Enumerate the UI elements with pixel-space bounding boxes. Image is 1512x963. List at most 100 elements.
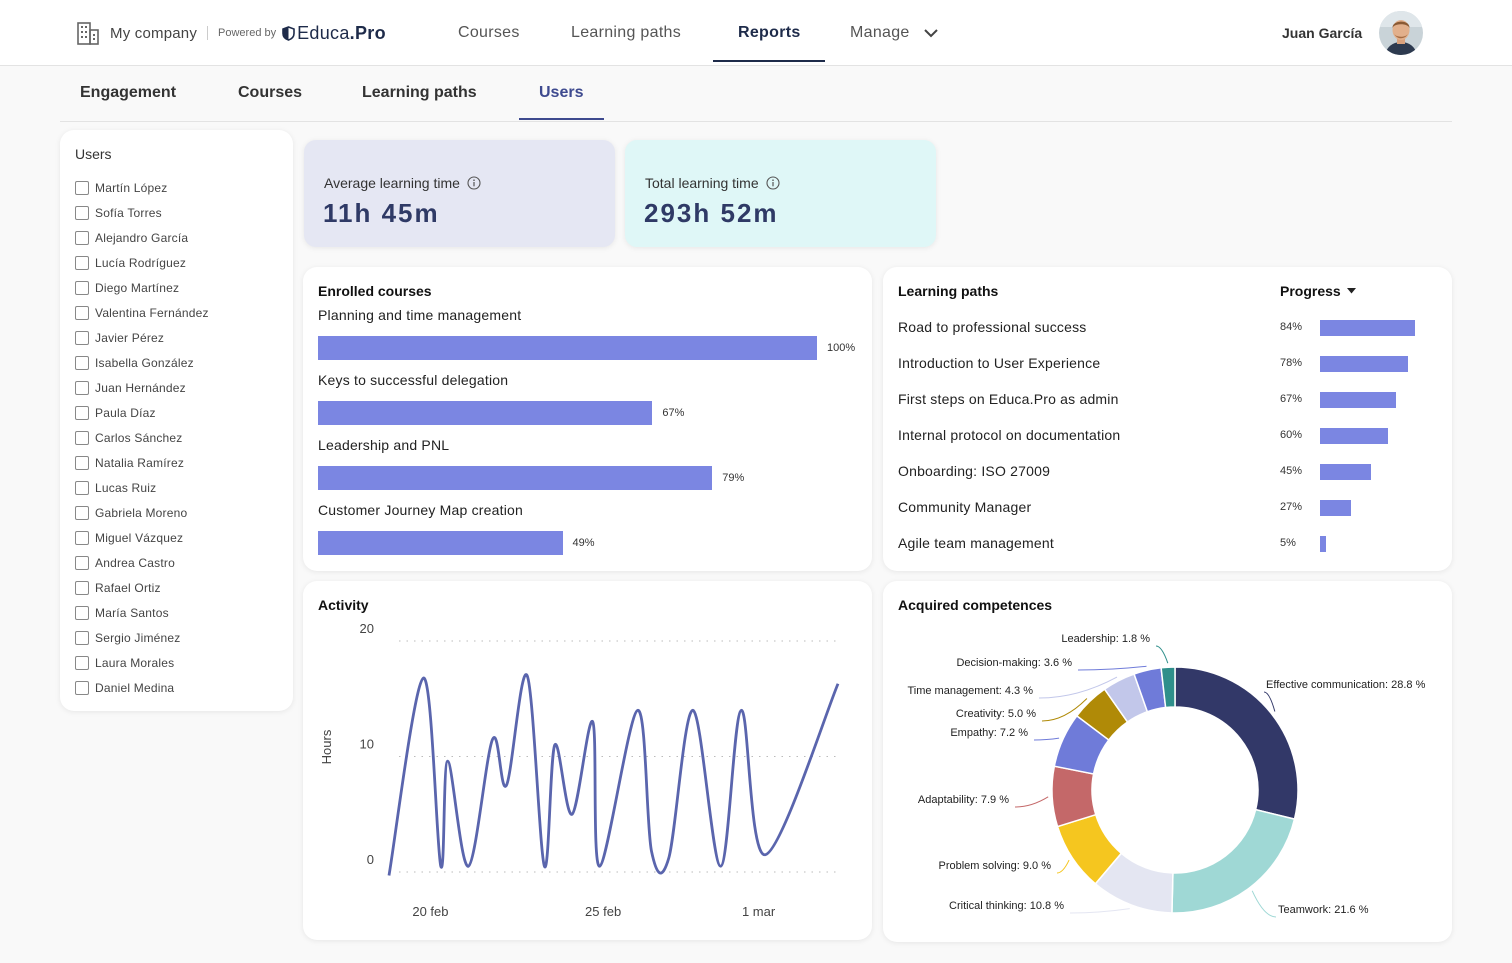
nav-courses[interactable]: Courses [458,24,520,41]
user-filter-item[interactable]: Juan Hernández [75,380,186,396]
user-filter-item[interactable]: Alejandro García [75,230,188,246]
user-checkbox[interactable] [75,556,89,570]
course-name: Customer Journey Map creation [318,502,523,518]
user-filter-item[interactable]: Sergio Jiménez [75,630,181,646]
learning-path-progress-label: 78% [1280,357,1303,369]
learning-path-name[interactable]: Community Manager [898,499,1032,515]
user-filter-item[interactable]: Javier Pérez [75,330,164,346]
learning-paths-title: Learning paths [898,283,999,299]
user-checkbox[interactable] [75,381,89,395]
user-filter-item[interactable]: Valentina Fernández [75,305,209,321]
course-name: Leadership and PNL [318,437,450,453]
user-filter-item[interactable]: Isabella González [75,355,194,371]
user-checkbox[interactable] [75,356,89,370]
learning-path-name[interactable]: Road to professional success [898,319,1087,335]
user-checkbox[interactable] [75,456,89,470]
user-filter-item[interactable]: Miguel Vázquez [75,530,183,546]
learning-path-progress-label: 67% [1280,393,1303,405]
user-checkbox[interactable] [75,231,89,245]
nav-reports[interactable]: Reports [738,24,801,41]
nav-learning-paths[interactable]: Learning paths [571,24,682,41]
competences-card: Acquired competences Effective communica… [883,581,1452,942]
user-checkbox[interactable] [75,606,89,620]
nav-manage[interactable]: Manage [850,0,938,66]
learning-path-progress-label: 5% [1280,537,1296,549]
progress-sort-button[interactable]: Progress [1280,283,1356,299]
kpi-value: 11h 45m [323,198,440,228]
donut-slice-label: Adaptability: 7.9 % [918,794,1009,806]
donut-slice[interactable] [1160,666,1176,709]
company-name[interactable]: My company [110,24,198,42]
caret-down-icon [1346,288,1356,294]
user-checkbox[interactable] [75,431,89,445]
user-checkbox[interactable] [75,331,89,345]
leader-line [1263,691,1276,712]
course-progress-label: 67% [662,407,685,419]
learning-path-name[interactable]: Internal protocol on documentation [898,427,1121,443]
info-icon[interactable] [766,176,780,190]
user-filter-item[interactable]: Daniel Medina [75,680,174,696]
kpi-label-row: Total learning time [645,175,780,191]
tab-learning-paths[interactable]: Learning paths [362,84,477,101]
info-icon[interactable] [467,176,481,190]
user-checkbox[interactable] [75,206,89,220]
learning-path-name[interactable]: Agile team management [898,535,1054,551]
user-filter-item[interactable]: Lucas Ruiz [75,480,156,496]
donut-slice-label: Effective communication: 28.8 % [1266,679,1426,691]
user-filter-item[interactable]: María Santos [75,605,169,621]
building-icon [77,22,99,45]
user-label: Laura Morales [95,656,175,670]
user-checkbox[interactable] [75,681,89,695]
user-filter-item[interactable]: Andrea Castro [75,555,175,571]
donut-slice-label: Creativity: 5.0 % [956,708,1036,720]
leader-line [1056,859,1070,874]
shield-logo-icon [282,25,295,41]
user-filter-item[interactable]: Carlos Sánchez [75,430,183,446]
user-checkbox[interactable] [75,631,89,645]
user-checkbox[interactable] [75,306,89,320]
user-label: Javier Pérez [95,331,165,345]
user-name[interactable]: Juan García [1282,25,1363,41]
logo-suffix: .Pro [349,22,386,43]
tab-engagement[interactable]: Engagement [80,84,177,101]
learning-path-name[interactable]: Introduction to User Experience [898,355,1101,371]
user-filter-item[interactable]: Martín López [75,180,167,196]
user-filter-item[interactable]: Gabriela Moreno [75,505,187,521]
user-checkbox[interactable] [75,506,89,520]
user-checkbox[interactable] [75,406,89,420]
tab-active-indicator [519,118,604,120]
learning-path-name[interactable]: First steps on Educa.Pro as admin [898,391,1119,407]
y-tick-label: 20 [360,621,374,636]
user-checkbox[interactable] [75,481,89,495]
user-checkbox[interactable] [75,581,89,595]
user-filter-item[interactable]: Sofía Torres [75,205,162,221]
activity-card: Activity 0 10 20 Hours 20 feb 25 feb 1 mar [303,581,872,940]
user-label: Natalia Ramírez [95,456,185,470]
donut-slice[interactable] [1171,808,1296,914]
user-filter-item[interactable]: Laura Morales [75,655,174,671]
learning-path-name[interactable]: Onboarding: ISO 27009 [898,463,1051,479]
user-filter-item[interactable]: Diego Martínez [75,280,179,296]
user-filter-item[interactable]: Natalia Ramírez [75,455,184,471]
kpi-value: 293h 52m [644,198,779,228]
user-checkbox[interactable] [75,281,89,295]
tab-users[interactable]: Users [539,84,584,101]
user-label: María Santos [95,606,169,620]
avatar[interactable] [1379,11,1423,55]
learning-path-progress-bar [1320,464,1371,480]
nav-active-indicator [713,60,825,62]
user-filter-item[interactable]: Lucía Rodríguez [75,255,186,271]
tab-courses[interactable]: Courses [238,84,303,101]
user-checkbox[interactable] [75,181,89,195]
user-checkbox[interactable] [75,656,89,670]
leader-line [1038,676,1118,699]
kpi-label: Total learning time [645,175,759,191]
user-checkbox[interactable] [75,531,89,545]
user-filter-item[interactable]: Paula Díaz [75,405,156,421]
learning-path-progress-label: 84% [1280,321,1303,333]
user-filter-item[interactable]: Rafael Ortiz [75,580,161,596]
user-label: Valentina Fernández [95,306,209,320]
donut-slice[interactable] [1174,666,1299,820]
user-checkbox[interactable] [75,256,89,270]
top-bar: My company Powered by Educa.Pro Courses … [0,0,1512,66]
